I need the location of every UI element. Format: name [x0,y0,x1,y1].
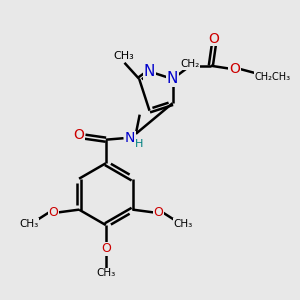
Text: N: N [167,71,178,86]
Text: CH₃: CH₃ [20,219,39,229]
Text: O: O [48,206,58,219]
Text: N: N [125,131,135,145]
Text: O: O [208,32,219,46]
Text: CH₂CH₃: CH₂CH₃ [255,72,291,82]
Text: O: O [73,128,84,142]
Text: O: O [154,206,164,219]
Text: CH₃: CH₃ [173,219,192,229]
Text: CH₂: CH₂ [181,59,200,69]
Text: CH₃: CH₃ [113,51,134,61]
Text: O: O [101,242,111,255]
Text: CH₃: CH₃ [96,268,116,278]
Text: O: O [229,62,240,76]
Text: N: N [144,64,155,79]
Text: H: H [135,139,143,148]
